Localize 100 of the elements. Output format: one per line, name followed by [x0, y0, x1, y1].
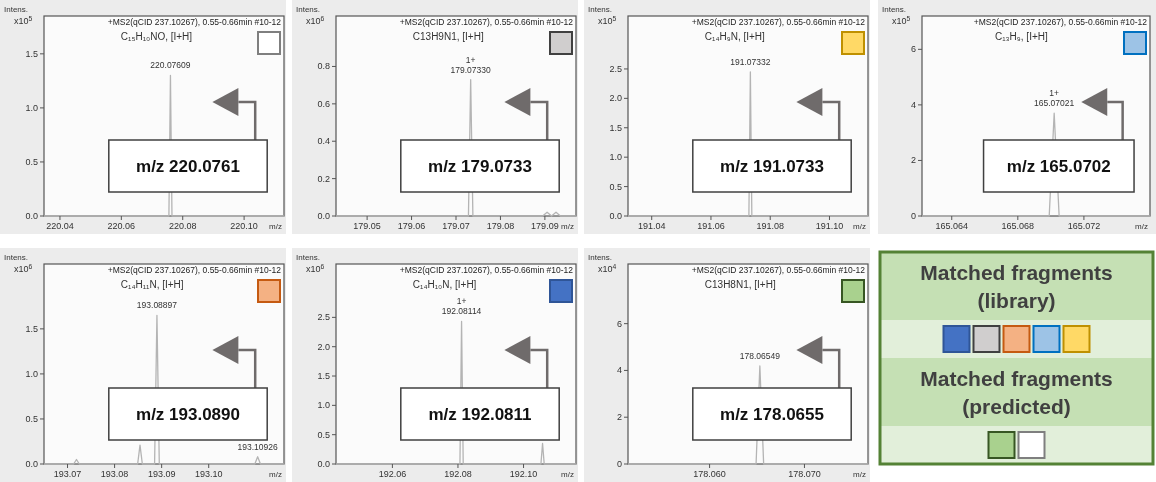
x-tick-label: 178.070: [788, 469, 821, 479]
y-axis-title: Intens.: [882, 5, 907, 14]
x-tick-label: 179.07: [442, 221, 470, 231]
callout-box: m/z 179.0733: [400, 139, 560, 193]
annotation: 1+ 165.07021: [1034, 88, 1075, 109]
annotation: C₁₄H₉N, [I+H]: [704, 31, 766, 42]
x-tick-label: 191.10: [815, 221, 844, 231]
annotation: +MS2(qCID 237.10267), 0.55-0.66min #10-12: [107, 265, 282, 275]
x-tick-label: 191.06: [697, 221, 725, 231]
y-tick-label: 0.0: [25, 459, 38, 469]
annotation: m/z 191.0733: [720, 157, 824, 176]
y-axis-title: Intens.: [588, 253, 613, 262]
text: Matched fragments (library): [920, 261, 1113, 312]
annotation: 193.10926: [237, 441, 279, 452]
y-tick-label: 6: [910, 44, 916, 55]
y-tick-label: 2: [910, 155, 916, 166]
y-axis-title: Intens.: [296, 5, 321, 14]
y-tick-label: 2.0: [317, 341, 330, 352]
y-tick-label: 1.0: [317, 400, 330, 411]
y-tick-label: 0.5: [25, 413, 38, 424]
annotation: 178.06549: [739, 350, 781, 361]
x-tick-label: 179.09: [531, 221, 559, 231]
y-tick-label: 2.5: [609, 63, 622, 74]
annotation: +MS2(qCID 237.10267), 0.55-0.66min #10-12: [691, 17, 866, 27]
y-tick-label: 0.0: [25, 211, 38, 221]
annotation: 191.07332: [730, 56, 771, 67]
x-tick-label: 165.064: [935, 221, 969, 231]
x-axis-title: m/z: [561, 470, 574, 479]
callout-box: m/z 191.0733: [692, 139, 852, 193]
x-tick-label: 193.09: [147, 469, 176, 479]
annotation: +MS2(qCID 237.10267), 0.55-0.66min #10-12: [973, 17, 1148, 27]
text: x10$^{5}$: [14, 14, 33, 26]
x-tick-label: 192.08: [444, 469, 472, 479]
text: x10$^{6}$: [306, 14, 325, 26]
x-axis-title: m/z: [853, 222, 866, 231]
y-tick-label: 2: [616, 412, 622, 423]
x-tick-label: 220.08: [168, 221, 197, 231]
annotation: 1+ 192.08114: [441, 296, 482, 317]
y-tick-label: 0.5: [609, 181, 622, 192]
x-tick-label: 192.10: [509, 469, 538, 479]
x-tick-label: 220.10: [230, 221, 258, 231]
text: Matched fragments (predicted): [920, 367, 1113, 418]
y-tick-label: 1.5: [317, 371, 330, 382]
annotation: m/z 193.0890: [136, 405, 240, 424]
annotation: +MS2(qCID 237.10267), 0.55-0.66min #10-12: [399, 265, 574, 275]
x-axis-title: m/z: [269, 222, 282, 231]
annotation: +MS2(qCID 237.10267), 0.55-0.66min #10-12: [399, 17, 574, 27]
annotation: C13H8N1, [I+H]: [704, 279, 776, 290]
annotation: m/z 178.0655: [720, 405, 824, 424]
y-tick-label: 2.5: [317, 312, 330, 323]
callout-box: m/z 192.0811: [400, 387, 560, 441]
y-tick-label: 0.4: [317, 136, 330, 147]
annotation: 220.07609: [150, 60, 191, 71]
annotation: +MS2(qCID 237.10267), 0.55-0.66min #10-12: [107, 17, 282, 27]
x-tick-label: 179.05: [353, 221, 381, 231]
annotation: m/z 165.0702: [1006, 157, 1111, 176]
x-axis-title: m/z: [853, 470, 866, 479]
annotation: m/z 192.0811: [428, 405, 532, 424]
x-axis-title: m/z: [561, 222, 574, 231]
text: x10$^{5}$: [892, 14, 911, 26]
x-axis-title: m/z: [269, 470, 282, 479]
annotation: C₁₄H₁₀N, [I+H]: [412, 279, 477, 290]
callout-box: m/z 220.0761: [108, 139, 268, 193]
y-tick-label: 0.0: [609, 211, 622, 221]
y-tick-label: 1.5: [25, 48, 38, 59]
x-tick-label: 179.06: [397, 221, 426, 231]
x-tick-label: 191.08: [756, 221, 784, 231]
y-tick-label: 6: [616, 318, 622, 329]
annotation: +MS2(qCID 237.10267), 0.55-0.66min #10-12: [691, 265, 866, 275]
x-tick-label: 220.04: [46, 221, 74, 231]
y-axis-title: Intens.: [4, 5, 29, 14]
y-axis-title: Intens.: [588, 5, 613, 14]
y-tick-label: 0.0: [317, 459, 330, 469]
y-tick-label: 1.5: [25, 323, 38, 334]
annotation: 193.08897: [136, 300, 178, 311]
annotation: C₁₃H₉, [I+H]: [994, 31, 1048, 42]
y-tick-label: 0.8: [317, 61, 330, 72]
x-tick-label: 178.060: [693, 469, 726, 479]
annotation: 1+ 179.07330: [450, 54, 492, 75]
y-tick-label: 4: [910, 99, 916, 110]
text: x10$^{5}$: [598, 14, 617, 26]
y-tick-label: 0.0: [317, 211, 330, 221]
annotation: C₁₄H₁₁N, [I+H]: [120, 279, 184, 290]
y-tick-label: 0.5: [25, 156, 38, 167]
y-tick-label: 1.0: [25, 368, 38, 379]
y-axis-title: Intens.: [296, 253, 321, 262]
x-tick-label: 192.06: [378, 469, 407, 479]
y-tick-label: 0.6: [317, 98, 330, 109]
text: x10$^{4}$: [598, 262, 617, 274]
y-tick-label: 0.2: [317, 173, 330, 184]
x-axis-title: m/z: [1135, 222, 1148, 231]
y-tick-label: 1.0: [25, 102, 38, 113]
x-tick-label: 193.07: [53, 469, 82, 479]
x-tick-label: 193.08: [100, 469, 129, 479]
x-tick-label: 165.072: [1067, 221, 1101, 231]
annotation: m/z 220.0761: [136, 157, 240, 176]
y-tick-label: 2.0: [609, 93, 622, 104]
y-tick-label: 4: [616, 365, 622, 376]
x-tick-label: 220.06: [107, 221, 136, 231]
annotation: C13H9N1, [I+H]: [412, 31, 484, 42]
